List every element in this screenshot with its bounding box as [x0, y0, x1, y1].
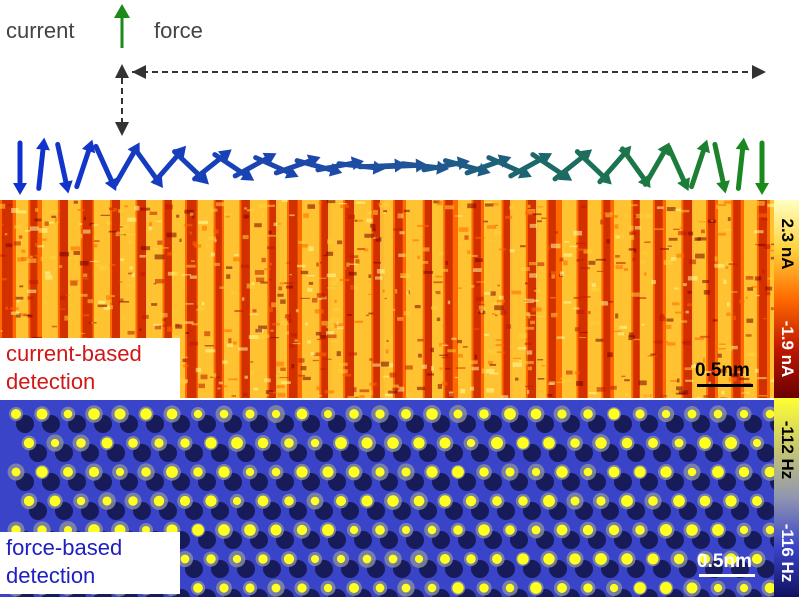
current-colorbar: 2.3 nA -1.9 nA — [774, 200, 799, 398]
force-caption-line2: detection — [6, 563, 96, 588]
current-legend-label: current — [6, 18, 75, 43]
force-caption: force-based detection — [0, 532, 180, 594]
spin-arrow-icon — [712, 141, 730, 194]
force-scale-label: 0.5nm — [697, 551, 752, 572]
force-direction-arrow-icon — [114, 4, 130, 48]
spin-arrow-icon — [755, 140, 769, 195]
spin-arrow-icon — [152, 145, 187, 185]
current-colorbar-max: 2.3 nA — [777, 218, 797, 270]
spin-arrow-icon — [735, 137, 750, 191]
force-colorbar: -112 Hz -116 Hz — [774, 398, 799, 597]
spin-arrow-icon — [36, 137, 50, 191]
current-caption: current-based detection — [0, 338, 180, 400]
spin-arrow-icon — [55, 141, 73, 194]
current-scale-label: 0.5nm — [695, 360, 750, 381]
spin-arrow-icon — [132, 146, 163, 188]
current-caption-line2: detection — [6, 369, 96, 394]
spin-arrow-icon — [172, 149, 209, 185]
current-colorbar-min: -1.9 nA — [777, 320, 797, 378]
spin-spiral-arrows — [13, 137, 769, 195]
dimension-arrows — [115, 64, 766, 136]
spin-arrow-icon — [642, 142, 670, 187]
current-scale-bar — [697, 384, 753, 387]
force-scale-bar — [699, 574, 755, 577]
force-legend-label: force — [154, 18, 203, 43]
force-colorbar-max: -112 Hz — [777, 420, 797, 479]
spin-arrow-icon — [74, 139, 96, 190]
force-colorbar-min: -116 Hz — [777, 523, 797, 582]
spin-arrow-icon — [93, 143, 118, 192]
spin-arrow-icon — [574, 149, 612, 185]
force-caption-line1: force-based — [6, 535, 123, 560]
spin-arrow-icon — [552, 149, 593, 182]
current-caption-line1: current-based — [6, 341, 142, 366]
spin-arrow-icon — [689, 139, 710, 190]
spin-arrow-icon — [665, 143, 690, 192]
spin-arrow-icon — [13, 140, 27, 195]
